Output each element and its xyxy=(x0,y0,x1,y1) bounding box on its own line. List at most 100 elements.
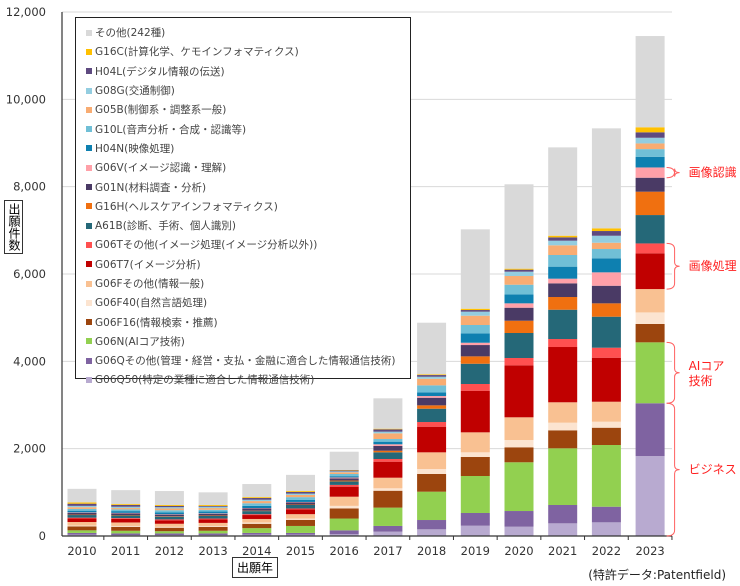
bar-segment xyxy=(461,364,490,384)
bar-segment xyxy=(286,520,315,526)
bar-segment xyxy=(461,432,490,452)
bar-segment xyxy=(373,444,402,446)
y-tick-label: 6,000 xyxy=(13,267,46,281)
bar-segment xyxy=(242,519,271,522)
bar-segment xyxy=(242,524,271,528)
bar-segment xyxy=(417,427,446,453)
bar-segment xyxy=(330,497,359,506)
bar-segment xyxy=(505,294,534,303)
legend-item: G06T7(イメージ分析) xyxy=(76,255,410,274)
legend-item: G16H(ヘルスケアインフォマティクス) xyxy=(76,197,410,216)
bar-segment xyxy=(461,356,490,363)
bar-segment xyxy=(330,519,359,531)
bar-segment xyxy=(242,508,271,510)
bar-segment xyxy=(636,127,665,132)
bar-segment xyxy=(199,510,228,512)
bar-segment xyxy=(68,533,97,535)
legend-swatch xyxy=(86,49,92,55)
bar-segment xyxy=(592,228,621,231)
bar-segment xyxy=(548,297,577,310)
bar-segment xyxy=(592,272,621,285)
bar-segment xyxy=(592,348,621,358)
bar-segment xyxy=(373,429,402,430)
bar-segment xyxy=(417,422,446,427)
bar-segment xyxy=(417,409,446,422)
bar-segment xyxy=(111,504,140,505)
bar-segment xyxy=(505,462,534,511)
bar-segment xyxy=(199,505,228,506)
x-tick-label: 2010 xyxy=(67,544,96,558)
x-tick-label: 2012 xyxy=(155,544,184,558)
legend-item: その他(242種) xyxy=(76,23,410,42)
bar-segment xyxy=(461,526,490,536)
bar-segment xyxy=(111,513,140,515)
bar-segment xyxy=(592,428,621,445)
bar-segment xyxy=(636,192,665,215)
bar-segment xyxy=(461,325,490,333)
bar-segment xyxy=(548,245,577,255)
bar-segment xyxy=(330,478,359,480)
bar-segment xyxy=(155,531,184,533)
bar-segment xyxy=(592,128,621,228)
bar-segment xyxy=(111,507,140,508)
legend-swatch xyxy=(86,30,92,36)
bar-segment xyxy=(548,523,577,536)
bar-segment xyxy=(417,396,446,398)
bar-segment xyxy=(330,471,359,472)
legend-swatch xyxy=(86,107,92,113)
legend-item: G01N(材料調査・分析) xyxy=(76,177,410,196)
x-tick-label: 2013 xyxy=(198,544,227,558)
bar-segment xyxy=(242,511,271,514)
bar-segment xyxy=(417,520,446,529)
legend-swatch xyxy=(86,68,92,74)
bar-segment xyxy=(242,497,271,498)
source-note: (特許データ:Patentfield) xyxy=(588,566,726,583)
bar-segment xyxy=(155,507,184,508)
legend-label: G10L(音声分析・合成・認識等) xyxy=(95,122,246,137)
bar-segment xyxy=(199,492,228,505)
x-tick-label: 2016 xyxy=(330,544,359,558)
bar-segment xyxy=(548,241,577,246)
legend-label: G06Fその他(情報一般) xyxy=(95,276,204,291)
bar-segment xyxy=(461,309,490,310)
legend-label: G06Tその他(イメージ処理(イメージ分析以外)) xyxy=(95,237,317,252)
bar-segment xyxy=(199,519,228,520)
bar-segment xyxy=(242,528,271,533)
bar-segment xyxy=(242,514,271,515)
bar-segment xyxy=(199,508,228,510)
bar-segment xyxy=(286,494,315,495)
bar-segment xyxy=(548,347,577,402)
legend-item: G06N(AIコア技術) xyxy=(76,332,410,351)
bar-segment xyxy=(242,503,271,506)
bar-segment xyxy=(417,377,446,379)
bar-segment xyxy=(155,519,184,520)
bar-segment xyxy=(199,523,228,526)
bar-segment xyxy=(636,157,665,168)
bar-segment xyxy=(505,272,534,276)
bar-segment xyxy=(111,519,140,522)
bar-segment xyxy=(286,500,315,502)
bar-segment xyxy=(330,487,359,497)
bar-segment xyxy=(417,492,446,520)
bar-segment xyxy=(155,506,184,507)
bar-segment xyxy=(505,285,534,295)
bar-segment xyxy=(330,452,359,470)
annotation-label-line: ビジネス xyxy=(689,463,737,477)
bar-segment xyxy=(592,522,621,536)
bar-segment xyxy=(111,526,140,527)
annotation-label-line: 画像処理 xyxy=(689,259,737,273)
bar-segment xyxy=(592,231,621,236)
bar-segment xyxy=(68,513,97,515)
bar-segment xyxy=(505,303,534,307)
bar-segment xyxy=(417,385,446,392)
bar-segment xyxy=(155,508,184,510)
bar-segment xyxy=(592,507,621,523)
legend-item: G05B(制御系・調整系一般) xyxy=(76,100,410,119)
bar-segment xyxy=(155,512,184,514)
bar-segment xyxy=(505,358,534,365)
x-tick-label: 2022 xyxy=(592,544,621,558)
bar-segment xyxy=(373,532,402,536)
annotation-brace xyxy=(667,403,680,536)
bar-segment xyxy=(155,517,184,520)
bar-segment xyxy=(636,143,665,149)
